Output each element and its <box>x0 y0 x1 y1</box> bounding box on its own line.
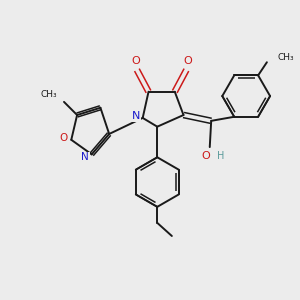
Text: N: N <box>132 112 140 122</box>
Text: N: N <box>81 152 89 162</box>
Text: O: O <box>184 56 192 66</box>
Text: CH₃: CH₃ <box>278 53 295 62</box>
Text: O: O <box>131 56 140 66</box>
Text: CH₃: CH₃ <box>40 90 57 99</box>
Text: H: H <box>217 152 224 161</box>
Text: O: O <box>59 133 67 143</box>
Text: O: O <box>202 152 211 161</box>
